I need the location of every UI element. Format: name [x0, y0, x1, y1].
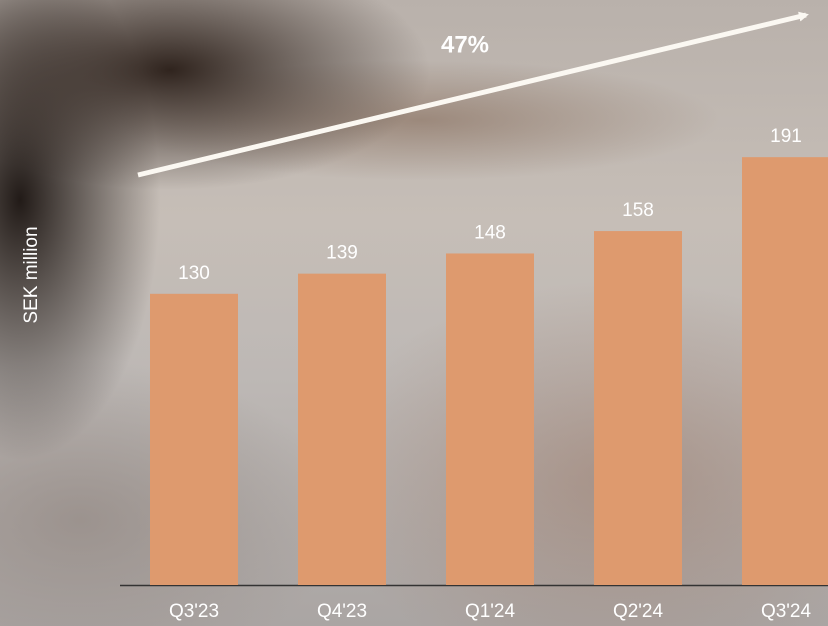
bar: [446, 253, 534, 585]
value-label: 158: [622, 200, 654, 221]
x-tick-label: Q3'23: [169, 601, 219, 622]
x-tick-label: Q1'24: [465, 601, 516, 622]
chart: 47% SEK million 130 Q3'23 139 Q4'23 148 Q1'24…: [0, 0, 828, 626]
value-label: 191: [770, 126, 802, 147]
bar: [594, 231, 682, 585]
value-label: 139: [326, 243, 358, 264]
bar: [298, 274, 386, 585]
x-tick-label: Q3'24: [761, 601, 812, 622]
bar: [150, 294, 238, 585]
x-tick-label: Q4'23: [317, 601, 367, 622]
x-tick-label: Q2'24: [613, 601, 664, 622]
value-label: 148: [474, 222, 506, 243]
y-axis-label: SEK million: [21, 226, 42, 323]
value-label: 130: [178, 263, 210, 284]
bar: [742, 157, 828, 585]
slide: 47% SEK million 130 Q3'23 139 Q4'23 148 Q1'24…: [0, 0, 828, 626]
growth-annotation: 47%: [441, 31, 489, 58]
